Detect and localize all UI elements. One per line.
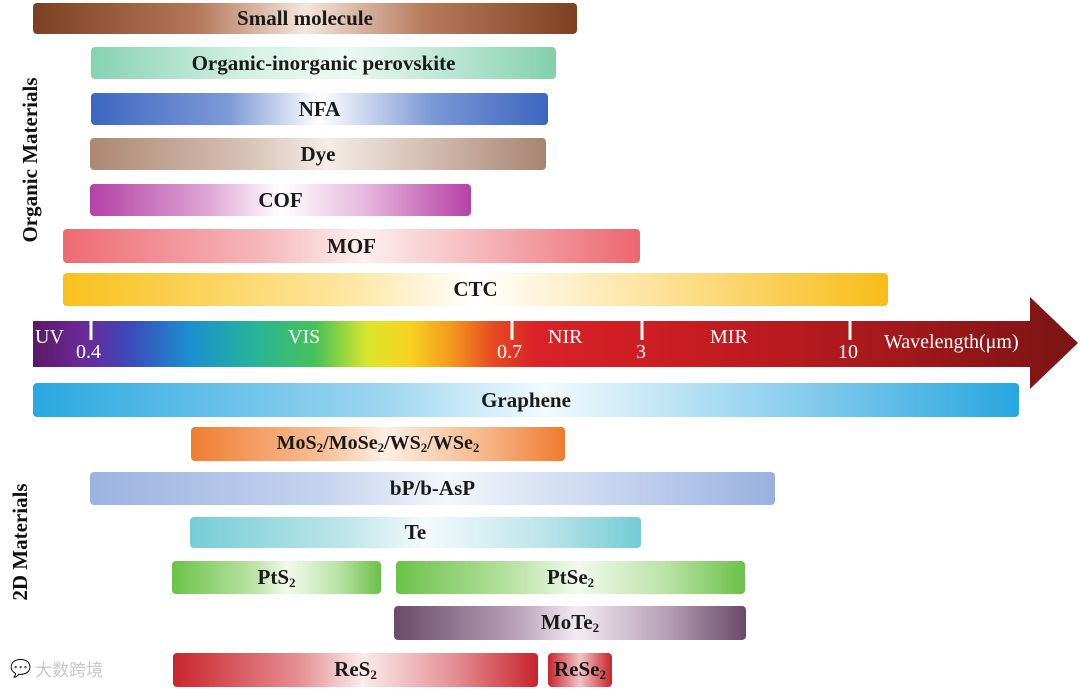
wavelength-axis-label: Wavelength(μm): [884, 331, 1019, 353]
bar-rese2: ReSe2: [548, 653, 612, 687]
bar-label: Organic-inorganic perovskite: [191, 50, 456, 75]
tmd-sub: 2: [316, 440, 324, 455]
chat-bubble-icon: 💬: [10, 658, 32, 679]
bar-label: MOF: [327, 233, 376, 258]
spectrum-arrow-body: [33, 297, 1078, 389]
tmd-part: MoS: [276, 432, 317, 454]
bar-label: bP/b-AsP: [389, 476, 476, 500]
rese2-sub: 2: [599, 667, 607, 682]
bar-ctc: CTC: [63, 273, 888, 306]
bar-mof: MOF: [63, 229, 640, 263]
bar-dye: Dye: [90, 138, 546, 170]
tmd-sub: 2: [377, 440, 385, 455]
tick-label-0.7: 0.7: [497, 341, 522, 363]
bar-label: MoTe2: [541, 610, 599, 636]
bar-bp: bP/b-AsP: [90, 472, 775, 505]
bar-cof: COF: [90, 184, 471, 216]
bar-nfa: NFA: [91, 93, 548, 125]
bar-label: NFA: [298, 96, 341, 121]
bar-label: ReS2: [334, 657, 377, 683]
watermark: 💬 大数跨境: [10, 656, 104, 682]
bar-label: Small molecule: [237, 6, 373, 30]
tmd-sub: 2: [472, 440, 480, 455]
bar-label: CTC: [453, 277, 498, 301]
bar-label: ReSe2: [554, 657, 606, 683]
tmd-sub: 2: [420, 440, 428, 455]
tick-label-0.4: 0.4: [76, 341, 101, 363]
bar-tmd: MoS2/MoSe2/WS2/WSe2: [191, 427, 565, 461]
mote2-part: MoTe: [540, 610, 593, 634]
bar-ptse2: PtSe2: [396, 561, 745, 594]
tmd-part: /WS: [384, 432, 421, 454]
bar-mote2: MoTe2: [394, 606, 746, 640]
bar-perovskite: Organic-inorganic perovskite: [91, 47, 556, 79]
bar-pts2: PtS2: [172, 561, 381, 594]
tick-label-10: 10: [838, 341, 858, 363]
bar-label: MoS2/MoSe2/WS2/WSe2: [277, 432, 480, 456]
mote2-sub: 2: [592, 620, 600, 635]
bar-label: Dye: [300, 141, 336, 166]
ptse2-part: PtSe: [546, 564, 588, 589]
bar-label: Graphene: [481, 387, 571, 412]
pts2-part: PtS: [257, 564, 290, 589]
tick-label-3: 3: [636, 341, 646, 363]
bar-label: Te: [404, 520, 427, 544]
vis-label: VIS: [288, 326, 321, 348]
res2-sub: 2: [370, 667, 377, 682]
bar-res2: ReS2: [173, 653, 538, 687]
watermark-text: 大数跨境: [35, 661, 104, 681]
mir-label: MIR: [710, 326, 748, 348]
nir-label: NIR: [548, 326, 583, 348]
bar-small-molecule: Small molecule: [33, 3, 577, 34]
tmd-part: /MoSe: [323, 432, 378, 454]
uv-label: UV: [35, 326, 64, 348]
bar-graphene: Graphene: [33, 383, 1019, 417]
bar-label: PtSe2: [547, 565, 594, 591]
rese2-part: ReSe: [554, 657, 600, 681]
tmd-part: /WSe: [427, 432, 473, 454]
bar-label: COF: [258, 187, 303, 212]
res2-part: ReS: [334, 657, 371, 681]
bar-label: PtS2: [258, 565, 296, 591]
ptse2-sub: 2: [587, 574, 595, 590]
pts2-sub: 2: [289, 574, 296, 590]
bar-te: Te: [190, 517, 641, 548]
